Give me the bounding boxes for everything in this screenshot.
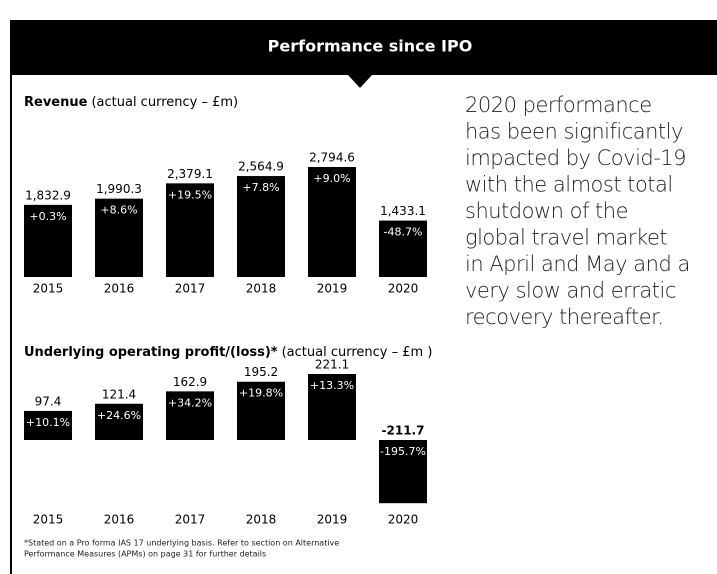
value-label: 195.2 bbox=[244, 365, 278, 379]
commentary-line: with the almost total bbox=[465, 173, 673, 197]
growth-label: +19.8% bbox=[239, 387, 283, 400]
bar bbox=[308, 167, 356, 277]
commentary-line: shutdown of the bbox=[465, 199, 628, 223]
commentary-line: in April and May and a bbox=[465, 252, 690, 276]
x-tick-label: 2015 bbox=[33, 282, 64, 296]
value-label: 121.4 bbox=[102, 387, 136, 401]
value-label: 221.1 bbox=[315, 358, 349, 372]
x-tick-label: 2015 bbox=[33, 513, 64, 527]
value-label: 1,433.1 bbox=[380, 204, 426, 218]
footnote: Performance Measures (APMs) on page 31 f… bbox=[24, 550, 266, 559]
commentary-line: 2020 performance bbox=[465, 93, 652, 117]
growth-label: +13.3% bbox=[310, 379, 354, 392]
bar bbox=[24, 204, 72, 277]
chart-subtitle: (actual currency – £m) bbox=[91, 95, 238, 110]
bar bbox=[95, 198, 143, 277]
commentary-line: impacted by Covid-19 bbox=[465, 146, 686, 170]
growth-label: +8.6% bbox=[100, 204, 137, 217]
x-tick-label: 2019 bbox=[317, 282, 348, 296]
bar bbox=[166, 183, 214, 277]
bar bbox=[166, 391, 214, 440]
value-label: 162.9 bbox=[173, 375, 207, 389]
footnote: *Stated on a Pro forma IAS 17 underlying… bbox=[24, 539, 339, 548]
x-tick-label: 2017 bbox=[175, 282, 206, 296]
x-tick-label: 2020 bbox=[388, 513, 419, 527]
header-pointer bbox=[348, 75, 372, 88]
growth-label: +19.5% bbox=[168, 188, 212, 201]
bar bbox=[24, 410, 72, 440]
value-label: 2,379.1 bbox=[167, 167, 213, 181]
bar bbox=[308, 374, 356, 440]
growth-label: +9.0% bbox=[313, 172, 350, 185]
x-tick-label: 2018 bbox=[246, 513, 277, 527]
bar bbox=[95, 403, 143, 440]
commentary-line: very slow and erratic bbox=[465, 279, 676, 303]
value-label: 2,564.9 bbox=[238, 160, 284, 174]
commentary-line: global travel market bbox=[465, 226, 667, 250]
growth-label: +0.3% bbox=[29, 210, 66, 223]
bar bbox=[237, 176, 285, 277]
value-label: 2,794.6 bbox=[309, 151, 355, 165]
value-label: 1,990.3 bbox=[96, 182, 142, 196]
chart-title-main: Revenue bbox=[24, 95, 88, 110]
header-title: Performance since IPO bbox=[268, 37, 473, 56]
commentary-line: has been significantly bbox=[465, 120, 683, 144]
growth-label: +34.2% bbox=[168, 396, 212, 409]
x-tick-label: 2019 bbox=[317, 513, 348, 527]
chart-title: Underlying operating profit/(loss)* (actu… bbox=[24, 345, 432, 360]
chart-title: Revenue (actual currency – £m) bbox=[24, 95, 238, 110]
x-tick-label: 2016 bbox=[104, 513, 135, 527]
header-band bbox=[10, 20, 717, 75]
chart-subtitle: (actual currency – £m ) bbox=[282, 345, 433, 360]
x-tick-label: 2017 bbox=[175, 513, 206, 527]
value-label: 1,832.9 bbox=[25, 188, 71, 202]
growth-label: +10.1% bbox=[26, 416, 70, 429]
bar bbox=[237, 381, 285, 440]
value-label: -211.7 bbox=[382, 424, 425, 438]
chart-title-main: Underlying operating profit/(loss)* bbox=[24, 345, 278, 360]
bar bbox=[379, 220, 427, 277]
growth-label: +7.8% bbox=[242, 181, 279, 194]
bar bbox=[379, 440, 427, 504]
x-tick-label: 2020 bbox=[388, 282, 419, 296]
left-rule bbox=[10, 20, 12, 574]
x-tick-label: 2018 bbox=[246, 282, 277, 296]
growth-label: +24.6% bbox=[97, 409, 141, 422]
value-label: 97.4 bbox=[35, 394, 62, 408]
commentary-line: recovery thereafter. bbox=[465, 305, 664, 329]
growth-label: -195.7% bbox=[380, 445, 426, 458]
growth-label: -48.7% bbox=[384, 226, 423, 239]
x-tick-label: 2016 bbox=[104, 282, 135, 296]
